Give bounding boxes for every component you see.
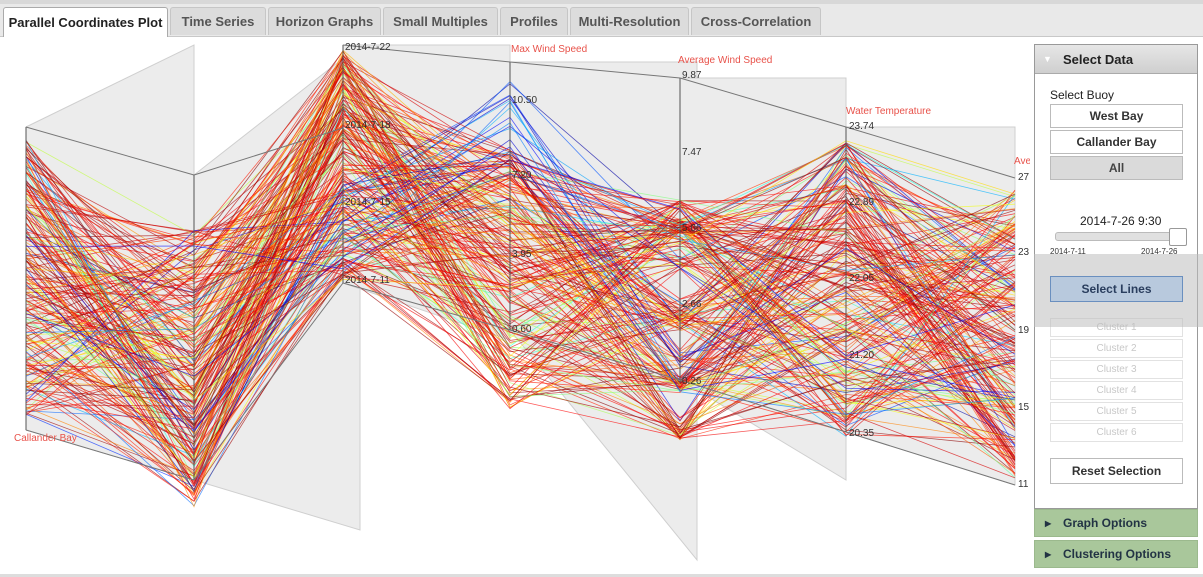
tab-profiles[interactable]: Profiles <box>500 7 568 35</box>
tick-water-temp: 22.05 <box>849 273 874 284</box>
axis-labels: Callander Bay Max Wind Speed Average Wind … <box>14 42 1030 490</box>
axis-edge <box>342 282 511 331</box>
triangle-right-icon: ▶ <box>1045 549 1052 559</box>
axes <box>25 44 1016 486</box>
tick-date: 2014-7-15 <box>345 197 391 208</box>
tick-water-temp: 23.74 <box>849 121 874 132</box>
west-bay-button[interactable]: West Bay <box>1050 104 1183 128</box>
axis-edge <box>342 44 511 63</box>
axis-edge <box>25 429 195 481</box>
tick-avg-wind: 0.26 <box>682 376 702 387</box>
cluster-3-button[interactable]: Cluster 3 <box>1050 360 1183 379</box>
tick-avg-wind: 5.06 <box>682 223 702 234</box>
triangle-right-icon: ▶ <box>1045 518 1052 528</box>
axis-title-average-wind-speed: Average Wind Speed <box>678 55 772 66</box>
axis-edge <box>845 126 1016 179</box>
bottom-border <box>0 574 1203 577</box>
tick-avg-wind: 2.66 <box>682 299 702 310</box>
clustering-options-accordion[interactable]: ▶ Clustering Options <box>1034 540 1198 568</box>
tick-max-wind: 3.95 <box>512 249 532 260</box>
graph-options-label: Graph Options <box>1063 516 1147 530</box>
slider-max-label: 2014-7-26 <box>1141 247 1178 256</box>
select-buoy-label: Select Buoy <box>1050 88 1115 102</box>
tab-time-series[interactable]: Time Series <box>170 7 266 35</box>
tick-last-axis: 23 <box>1018 247 1030 258</box>
tick-last-axis: 15 <box>1018 402 1030 413</box>
tab-multi-resolution[interactable]: Multi-Resolution <box>570 7 689 35</box>
tick-max-wind: 0.60 <box>512 324 532 335</box>
slider-min-label: 2014-7-11 <box>1050 247 1086 256</box>
tab-cross-correlation[interactable]: Cross-Correlation <box>691 7 821 35</box>
tick-last-axis: 27 <box>1018 172 1030 183</box>
tick-water-temp: 20.35 <box>849 428 874 439</box>
all-buoys-button[interactable]: All <box>1050 156 1183 180</box>
tick-last-axis: 11 <box>1018 479 1029 490</box>
time-value: 2014-7-26 9:30 <box>1080 214 1162 228</box>
axis-edge <box>679 77 847 128</box>
select-data-title: Select Data <box>1063 51 1134 67</box>
cluster-2-button[interactable]: Cluster 2 <box>1050 339 1183 358</box>
tick-date: 2014-7-11 <box>345 275 390 286</box>
axis-title-callander-bay: Callander Bay <box>14 433 77 444</box>
cluster-5-button[interactable]: Cluster 5 <box>1050 402 1183 421</box>
graph-options-accordion[interactable]: ▶ Graph Options <box>1034 509 1198 537</box>
tick-date: 2014-7-18 <box>345 120 391 131</box>
axis-title-water-temperature: Water Temperature <box>846 106 931 117</box>
cluster-4-button[interactable]: Cluster 4 <box>1050 381 1183 400</box>
reset-selection-button[interactable]: Reset Selection <box>1050 458 1183 484</box>
time-slider-track[interactable] <box>1055 232 1183 241</box>
callander-bay-button[interactable]: Callander Bay <box>1050 130 1183 154</box>
axis-edge <box>193 127 344 176</box>
tick-water-temp: 21.20 <box>849 350 874 361</box>
axis-edge <box>509 61 681 79</box>
axis-edge <box>845 431 1016 486</box>
triangle-down-icon: ▼ <box>1043 54 1052 64</box>
tick-avg-wind: 9.87 <box>682 70 702 81</box>
cluster-6-button[interactable]: Cluster 6 <box>1050 423 1183 442</box>
parallel-coordinates-plot[interactable]: Callander Bay Max Wind Speed Average Wind … <box>0 37 1030 577</box>
tab-horizon-graphs[interactable]: Horizon Graphs <box>268 7 381 35</box>
select-data-header[interactable]: ▼ Select Data <box>1035 45 1197 74</box>
tab-bar: Parallel Coordinates Plot Time Series Ho… <box>0 4 1203 37</box>
clustering-options-label: Clustering Options <box>1063 547 1171 561</box>
select-lines-button[interactable]: Select Lines <box>1050 276 1183 302</box>
tab-small-multiples[interactable]: Small Multiples <box>383 7 498 35</box>
tab-parallel-coordinates[interactable]: Parallel Coordinates Plot <box>3 7 168 37</box>
tick-water-temp: 22.89 <box>849 197 874 208</box>
tick-last-axis: 19 <box>1018 325 1030 336</box>
axis-edge <box>25 126 195 176</box>
axis-title-ave: Ave <box>1014 156 1030 167</box>
axis-title-max-wind-speed: Max Wind Speed <box>511 44 587 55</box>
tick-max-wind: 7.20 <box>512 170 532 181</box>
tick-max-wind: 10.50 <box>512 95 537 106</box>
axis-edge <box>679 379 847 433</box>
top-strip <box>0 0 1203 4</box>
tick-avg-wind: 7.47 <box>682 147 702 158</box>
tick-date: 2014-7-22 <box>345 42 391 53</box>
axis-edge <box>193 282 344 481</box>
axis-edge <box>509 329 681 381</box>
time-slider-thumb[interactable] <box>1169 228 1187 246</box>
